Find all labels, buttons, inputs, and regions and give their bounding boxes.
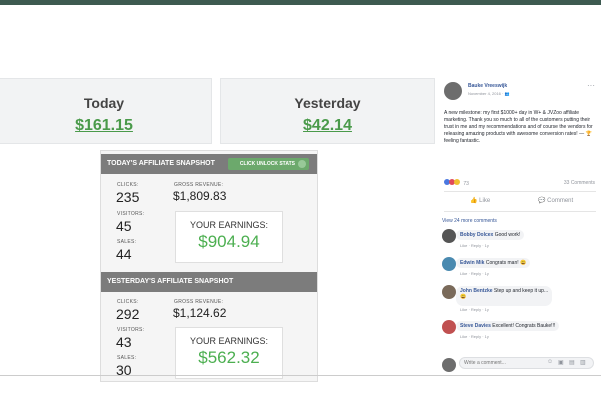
yesterday-visitors-value: 43 [116,334,132,350]
commenter-name[interactable]: John Bentzke [460,288,493,294]
today-gross-label: GROSS REVENUE: [174,182,224,188]
today-earnings-box: YOUR EARNINGS: $904.94 [175,211,283,263]
like-label: Like [479,198,491,204]
yesterday-earnings-value: $562.32 [198,348,260,367]
today-earnings-label: YOUR EARNINGS: [189,220,268,230]
comment-text: Congrats man! 😀 [485,260,527,266]
yesterday-earnings-box: YOUR EARNINGS: $562.32 [175,327,283,379]
yesterday-snapshot-header: YESTERDAY'S AFFILIATE SNAPSHOT [101,272,317,292]
sticker-icon[interactable]: ▥ [580,360,586,366]
commenter-name[interactable]: Bobby Dolcex [460,232,494,238]
action-divider-top [444,191,596,192]
yesterday-snapshot-title: YESTERDAY'S AFFILIATE SNAPSHOT [107,278,234,285]
comment-text: Excellent! Congrats Bauke!!! [492,323,556,329]
affiliate-snapshot-panel: TODAY'S AFFILIATE SNAPSHOT CLICK UNLOCK … [100,150,318,382]
comment-bubble: Steve Davies Excellent! Congrats Bauke!!… [456,321,560,331]
today-sales-value: 44 [116,246,132,262]
reactions[interactable]: 73 [444,179,469,187]
post-date: November 4, 2016 · 👥 [468,91,509,96]
current-user-avatar [442,358,456,372]
yesterday-visitors-label: VISITORS: [117,327,145,333]
today-snapshot-title: TODAY'S AFFILIATE SNAPSHOT [107,160,215,167]
like-button[interactable]: 👍 Like [470,197,490,204]
write-comment-input[interactable] [459,357,594,369]
commenter-name[interactable]: Edwin Mik [460,260,485,266]
comment-bubble: John Bentzke Step up and keep it up... 😀 [456,286,553,306]
author-avatar[interactable] [444,82,462,100]
yesterday-earnings-label: YOUR EARNINGS: [189,336,268,346]
today-gross-value: $1,809.83 [173,189,227,203]
comment-meta[interactable]: Like · Reply · 1y [460,334,489,339]
comment-emoji: 😀 [460,294,467,300]
yesterday-gross-value: $1,124.62 [173,306,227,320]
yesterday-clicks-label: CLICKS: [117,299,139,305]
wow-reaction-icon [454,179,460,185]
top-bar [0,0,601,5]
today-snapshot-header: TODAY'S AFFILIATE SNAPSHOT CLICK UNLOCK … [101,154,317,174]
arrow-circle-icon [298,160,306,168]
commenter-avatar[interactable] [442,229,456,243]
yesterday-sales-value: 30 [116,362,132,378]
commenter-avatar[interactable] [442,285,456,299]
commenter-avatar[interactable] [442,257,456,271]
bottom-divider [0,375,601,376]
unlock-stats-button[interactable]: CLICK UNLOCK STATS [227,158,309,170]
today-clicks-value: 235 [116,189,140,205]
action-divider-bottom [444,211,596,212]
today-visitors-value: 45 [116,218,132,234]
comment-bubble: Bobby Dolcex Good work! [456,230,525,240]
post-options-icon[interactable]: ··· [587,81,595,90]
comment-label: Comment [547,198,574,204]
reaction-count: 73 [463,181,469,187]
today-earnings-value: $904.94 [198,232,260,251]
post-date-text: November 4, 2016 · [468,91,505,96]
yesterday-card: Yesterday $42.14 [220,78,435,144]
comment-meta[interactable]: Like · Reply · 1y [460,243,489,248]
comment-text: Step up and keep it up... [493,288,549,294]
today-card: Today $161.15 [0,78,212,144]
yesterday-sales-label: SALES: [117,355,137,361]
today-card-amount[interactable]: $161.15 [75,117,133,134]
love-reaction-icon [449,179,455,185]
post-author[interactable]: Bauke Vreeswijk [468,83,508,89]
unlock-stats-label: CLICK UNLOCK STATS [239,161,295,167]
commenter-avatar[interactable] [442,320,456,334]
comment-bubble: Edwin Mik Congrats man! 😀 [456,258,531,268]
thumbs-up-icon: 👍 [470,198,478,204]
yesterday-card-amount[interactable]: $42.14 [303,117,352,134]
facebook-post: Bauke Vreeswijk November 4, 2016 · 👥 ···… [438,76,601,380]
yesterday-gross-label: GROSS REVENUE: [174,299,224,305]
today-clicks-label: CLICKS: [117,182,139,188]
comments-count[interactable]: 33 Comments [563,180,595,186]
today-card-title: Today [83,95,125,111]
today-visitors-label: VISITORS: [117,211,145,217]
today-sales-label: SALES: [117,239,137,245]
yesterday-card-title: Yesterday [294,95,361,111]
yesterday-clicks-value: 292 [116,306,140,322]
gif-icon[interactable]: ▤ [569,360,575,366]
emoji-icon[interactable]: ☺ [547,359,554,365]
comment-button[interactable]: 💬 Comment [538,197,573,204]
comment-meta[interactable]: Like · Reply · 1y [460,271,489,276]
comment-meta[interactable]: Like · Reply · 1y [460,307,489,312]
commenter-name[interactable]: Steve Davies [460,323,491,329]
view-more-comments-link[interactable]: View 24 more comments [442,218,497,224]
post-text: A new milestone: my first $1000+ day in … [444,110,593,144]
like-reaction-icon [444,179,450,185]
friends-icon: 👥 [504,91,510,96]
speech-bubble-icon: 💬 [538,198,546,204]
comment-text: Good work! [494,232,521,238]
camera-icon[interactable]: ▣ [558,360,564,366]
